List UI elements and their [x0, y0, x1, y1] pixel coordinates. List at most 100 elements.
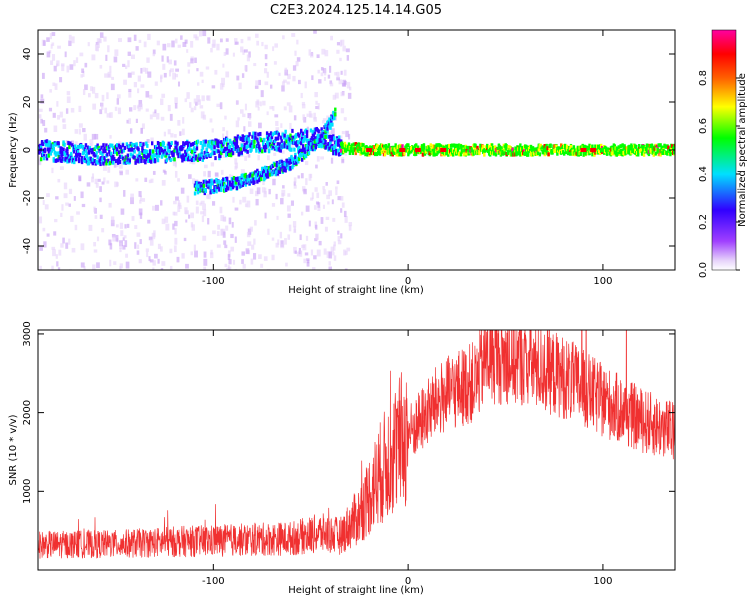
spectrogram-noise-cell [321, 48, 326, 55]
spectrogram-main-track-cell [542, 148, 545, 153]
spectrogram-main-track-cell [202, 155, 206, 160]
spectrogram-noise-cell [78, 175, 82, 182]
spectrogram-branch-track-cell [208, 179, 211, 184]
spectrogram-main-track-cell [236, 145, 240, 150]
spectrogram-main-track-cell [672, 146, 675, 151]
spectrogram-noise-cell [337, 230, 340, 235]
spectrogram-main-track-cell [666, 151, 669, 156]
spectrogram-main-track-cell [110, 151, 113, 156]
spectrogram-main-track-cell [128, 158, 131, 163]
spectrogram-noise-cell [148, 236, 153, 241]
spectrogram-noise-cell [139, 103, 143, 110]
spectrogram-noise-cell [165, 223, 170, 231]
spectrogram-main-track-cell [137, 156, 140, 161]
spectrogram-noise-cell [247, 154, 251, 158]
spectrogram-noise-cell [253, 63, 257, 67]
snr-ticks: -100 0 100 1000 2000 3000 [22, 321, 675, 587]
spectrogram-main-track-cell [137, 159, 140, 164]
spectrogram-noise-cell [266, 71, 269, 78]
spectrogram-noise-cell [46, 233, 50, 237]
spectrogram-main-track-cell [430, 146, 433, 151]
spectrogram-main-track-cell [51, 142, 55, 147]
spectrogram-noise-cell [144, 67, 149, 74]
spectrogram-noise-cell [186, 49, 189, 53]
spectrogram-main-track-cell [290, 147, 293, 152]
spectrogram-noise-cell [160, 98, 164, 106]
spectrogram-noise-cell [119, 222, 124, 229]
spectrogram-main-track-cell [362, 143, 365, 148]
spectrogram-branch-track-cell [333, 114, 336, 119]
spectrogram-branch-track-cell [277, 162, 281, 167]
colorbar-tick-label: 0.0 [698, 262, 709, 278]
spectrogram-noise-cell [98, 38, 102, 44]
spectrogram-main-track-cell [160, 154, 164, 159]
spectrogram-main-track-cell [85, 154, 89, 159]
spectrogram-noise-cell [346, 81, 351, 89]
spectrogram-noise-cell [296, 39, 299, 45]
spectrogram-main-track-cell [91, 161, 94, 166]
spectrogram-noise-cell [280, 240, 284, 247]
spectrogram-main-track-cell [61, 157, 64, 162]
spectrogram-main-track-cell [258, 144, 261, 149]
spectrogram-main-track-cell [45, 139, 49, 144]
spectrogram-main-track-cell [176, 148, 179, 153]
spectrogram-main-track-cell [281, 132, 284, 137]
spectrogram-branch-track-cell [294, 155, 297, 160]
spectrogram-noise-cell [154, 204, 159, 211]
spectrogram-noise-cell [334, 92, 339, 99]
spectrogram-main-track-cell [196, 139, 200, 144]
spectrogram-main-track-cell [440, 144, 443, 149]
spectrogram-main-track-cell [155, 154, 159, 159]
spectrogram-noise-cell [73, 60, 76, 67]
spectrogram-noise-cell [129, 128, 133, 134]
spectrogram-noise-cell [322, 186, 325, 190]
spectrogram-main-track-cell [186, 148, 189, 153]
spectrogram-main-track-cell [183, 142, 186, 147]
spectrogram-main-track-cell [255, 148, 258, 153]
spectrogram-noise-cell [343, 210, 347, 217]
spectrogram-noise-cell [157, 243, 161, 250]
spectrogram-main-track-cell [267, 148, 271, 153]
spectrogram-branch-track-cell [222, 177, 225, 182]
spectrogram-noise-cell [138, 259, 142, 264]
spectrogram-noise-cell [339, 135, 343, 139]
spectrogram-main-track-cell [125, 160, 129, 165]
spectrogram-branch-track-cell [226, 186, 230, 191]
spectrogram-noise-cell [109, 259, 112, 267]
spectrogram-noise-cell [307, 259, 310, 264]
spectrogram-noise-cell [308, 49, 312, 56]
spectrogram-noise-cell [322, 204, 325, 209]
spectrogram-main-track-cell [75, 146, 78, 151]
spectrogram-main-track-cell [556, 151, 559, 156]
spectrogram-noise-cell [287, 234, 291, 240]
spectrogram-main-track-cell [331, 143, 334, 148]
spectrogram-noise-cell [310, 197, 314, 201]
spectrogram-main-track-cell [337, 148, 340, 153]
spectrogram-noise-cell [193, 98, 197, 104]
spectrogram-noise-cell [82, 89, 86, 95]
spectrogram-main-track-cell [101, 157, 104, 162]
spectrogram-branch-track-cell [236, 177, 240, 182]
spectrogram-branch-track-cell [225, 188, 228, 193]
colorbar-label: Normalized spectral amplitude [737, 73, 748, 227]
spectrogram-noise-cell [94, 178, 98, 185]
spectrogram-noise-cell [174, 97, 178, 104]
spectrogram-main-track-cell [273, 131, 277, 136]
spectrogram-noise-cell [316, 192, 320, 199]
spectrogram-noise-cell [138, 39, 142, 43]
spectrogram-noise-cell [260, 90, 264, 98]
spectrogram-main-track-cell [110, 154, 113, 159]
spectrogram-noise-cell [222, 231, 226, 238]
spectrogram-main-track-cell [96, 143, 99, 148]
spectrogram-main-track-cell [595, 147, 598, 152]
spectrogram-main-track-cell [246, 149, 249, 154]
spectrogram-noise-cell [221, 83, 225, 88]
spectrogram-main-track-cell [89, 156, 93, 161]
spectrogram-noise-cell [317, 102, 320, 110]
spectrogram-noise-cell [190, 40, 194, 48]
spectrogram-main-track-cell [153, 159, 157, 164]
spectrogram-main-track-cell [218, 141, 221, 146]
spectrogram-main-track-cell [213, 145, 216, 150]
spectrogram-noise-cell [241, 259, 244, 264]
spectrogram-noise-cell [345, 48, 350, 53]
